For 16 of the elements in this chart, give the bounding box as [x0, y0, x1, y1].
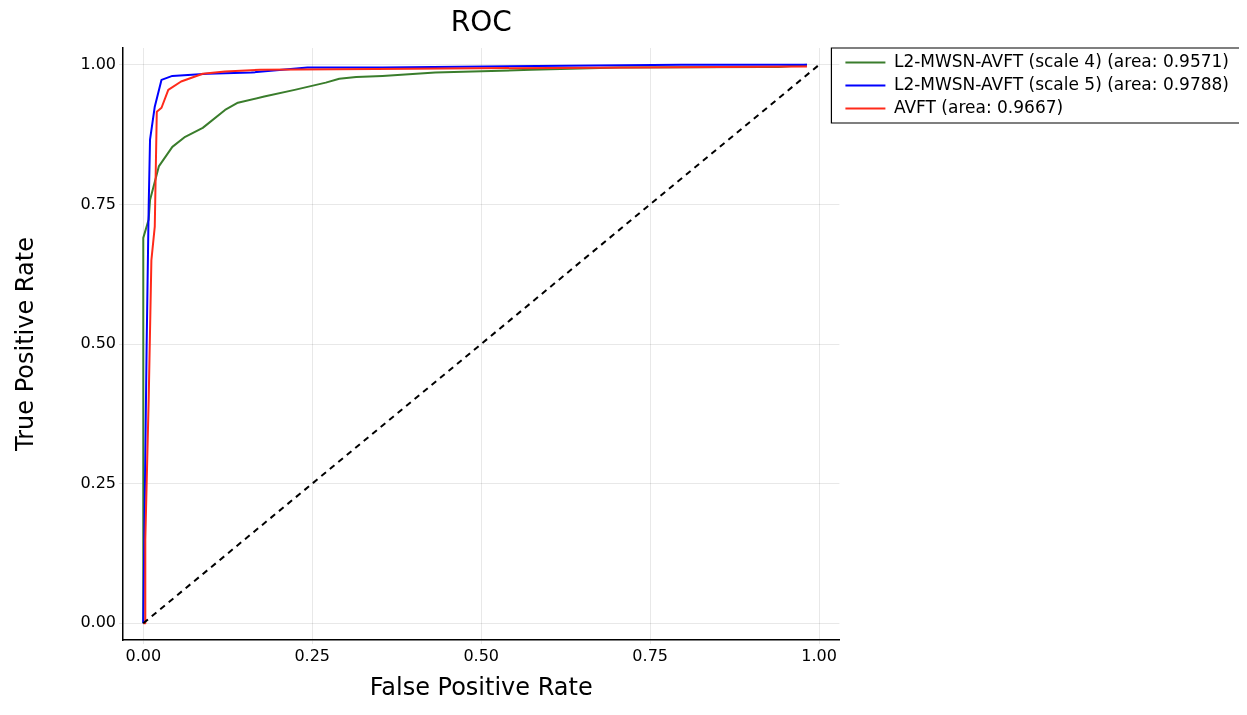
y-tick-label: 1.00: [80, 53, 116, 73]
x-tick-label: 0.50: [463, 645, 500, 665]
legend-label: L2-MWSN-AVFT (scale 5) (area: 0.9788): [893, 73, 1230, 94]
y-tick-label: 0.50: [80, 333, 116, 353]
y-tick-label: 0.75: [80, 193, 116, 213]
x-axis-title: False Positive Rate: [369, 672, 593, 701]
x-tick-label: 1.00: [801, 645, 837, 665]
y-axis-title: True Positive Rate: [10, 237, 39, 452]
y-tick-label: 0.00: [80, 612, 116, 632]
legend-label: AVFT (area: 0.9667): [893, 96, 1064, 117]
legend-label: L2-MWSN-AVFT (scale 4) (area: 0.9571): [893, 50, 1230, 71]
x-tick-label: 0.25: [294, 645, 331, 665]
x-tick-label: 0.00: [125, 645, 162, 665]
chart-title: ROC: [450, 5, 512, 39]
x-tick-label: 0.75: [632, 645, 668, 665]
y-tick-label: 0.25: [80, 472, 116, 492]
